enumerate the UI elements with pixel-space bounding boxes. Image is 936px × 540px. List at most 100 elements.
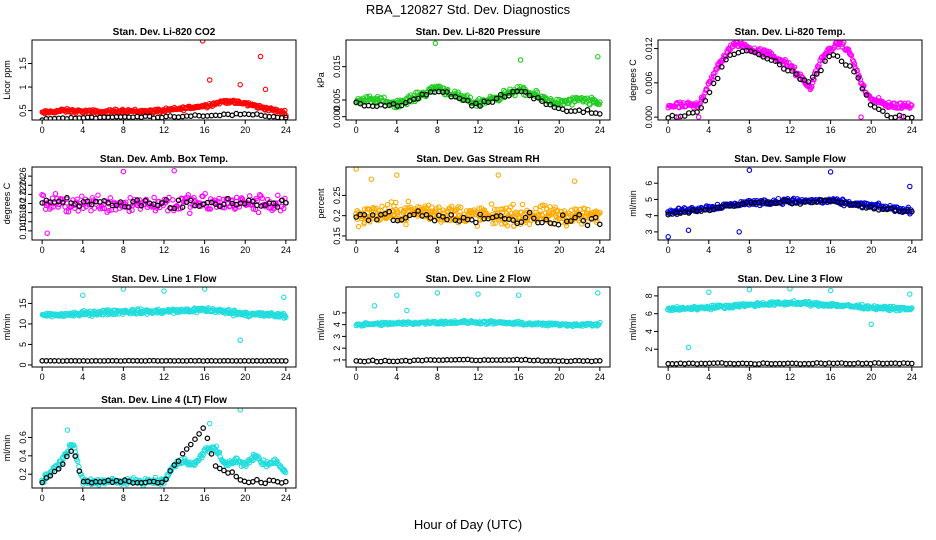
data-point	[908, 306, 914, 312]
x-tick-label: 12	[159, 372, 169, 382]
y-tick-label: 0	[18, 362, 28, 367]
outlier-point	[199, 40, 206, 44]
overlay-point	[518, 219, 525, 225]
overlay-point	[867, 102, 874, 108]
overlay-point	[685, 210, 692, 216]
overlay-point	[834, 53, 841, 60]
data-point	[65, 448, 71, 455]
data-point	[405, 198, 412, 205]
data-point	[476, 205, 482, 211]
data-point	[283, 314, 289, 321]
outlier-point	[868, 321, 874, 328]
overlay-point	[179, 450, 186, 457]
y-tick-label: 0.22	[18, 186, 28, 204]
y-tick-label: 0.000	[332, 105, 342, 128]
data-point	[539, 202, 546, 208]
x-tick-label: 20	[554, 125, 564, 135]
overlay-point	[456, 218, 463, 224]
y-tick-label: 0.4	[18, 450, 28, 463]
overlay-point	[559, 106, 566, 113]
overlay-point	[159, 479, 165, 486]
data-point	[510, 201, 516, 208]
data-point	[283, 112, 289, 119]
outlier-point	[237, 81, 243, 88]
points-layer	[39, 40, 289, 120]
data-point	[106, 207, 112, 214]
x-tick-label: 12	[785, 125, 795, 135]
overlay-point	[752, 49, 758, 56]
x-tick-label: 12	[159, 125, 169, 135]
outlier-point	[736, 229, 742, 235]
overlay-point	[196, 431, 202, 437]
x-tick-label: 8	[121, 125, 126, 135]
x-tick-label: 20	[240, 372, 250, 382]
overlay-point	[522, 89, 529, 95]
overlay-point	[756, 51, 762, 58]
outlier-point	[571, 178, 578, 184]
points-layer	[39, 167, 289, 236]
x-tick-label: 4	[80, 245, 85, 255]
x-tick-label: 16	[200, 372, 210, 382]
data-point	[40, 192, 47, 199]
data-point	[448, 203, 455, 210]
overlay-point	[805, 79, 812, 85]
overlay-point	[547, 101, 554, 108]
overlay-point	[282, 478, 289, 485]
data-point	[463, 218, 470, 224]
outlier-point	[475, 291, 481, 297]
x-tick-label: 24	[907, 125, 917, 135]
y-tick-label: 5	[332, 310, 342, 315]
data-point	[191, 194, 197, 201]
outlier-point	[44, 230, 50, 236]
outlier-point	[394, 172, 400, 178]
overlay-point	[282, 358, 289, 364]
data-point	[274, 458, 280, 465]
overlay-point	[76, 203, 83, 210]
overlay-point	[423, 92, 430, 98]
y-tick-label: 0.015	[332, 55, 342, 78]
x-tick-label: 4	[80, 372, 85, 382]
data-point	[246, 193, 253, 199]
outlier-point	[827, 169, 834, 175]
overlay-point	[464, 97, 471, 104]
overlay-point	[353, 214, 360, 220]
y-axis-label: Licor ppm	[2, 60, 12, 100]
y-tick-label: 0.000	[644, 106, 654, 129]
points-layer	[665, 40, 915, 120]
outlier-point	[434, 290, 441, 296]
data-point	[355, 223, 362, 230]
overlay-point	[142, 197, 149, 204]
y-axis-label: ml/min	[316, 314, 326, 341]
overlay-point	[175, 197, 182, 204]
plot-frame	[657, 286, 923, 368]
x-tick-label: 24	[907, 372, 917, 382]
data-point	[909, 102, 915, 109]
overlay-point	[468, 103, 475, 109]
outlier-point	[495, 172, 502, 178]
overlay-point	[59, 199, 66, 206]
data-point	[152, 208, 159, 214]
panel-1: Stan. Dev. Li-820 CO2 Licor ppm 0 4 8 12 16 20 2…	[2, 27, 297, 135]
overlay-point	[278, 197, 285, 204]
overlay-point	[431, 217, 438, 224]
data-point	[282, 107, 288, 114]
y-tick-label: 0.012	[644, 37, 654, 60]
data-point	[282, 469, 289, 476]
y-axis-label: degrees C	[2, 182, 12, 224]
outlier-point	[858, 114, 864, 120]
x-tick-label: 20	[554, 245, 564, 255]
overlay-point	[212, 201, 219, 207]
overlay-point	[863, 92, 870, 98]
data-point	[79, 193, 85, 199]
overlay-point	[871, 104, 878, 110]
y-tick-label: 6	[644, 181, 654, 186]
overlay-point	[568, 218, 574, 224]
data-point	[518, 209, 525, 216]
outlier-point	[706, 289, 712, 296]
x-tick-label: 8	[121, 245, 126, 255]
overlay-point	[444, 89, 450, 95]
overlay-point	[390, 101, 397, 107]
overlay-point	[718, 64, 725, 70]
y-tick-label: 2	[332, 346, 342, 351]
overlay-point	[580, 217, 587, 224]
